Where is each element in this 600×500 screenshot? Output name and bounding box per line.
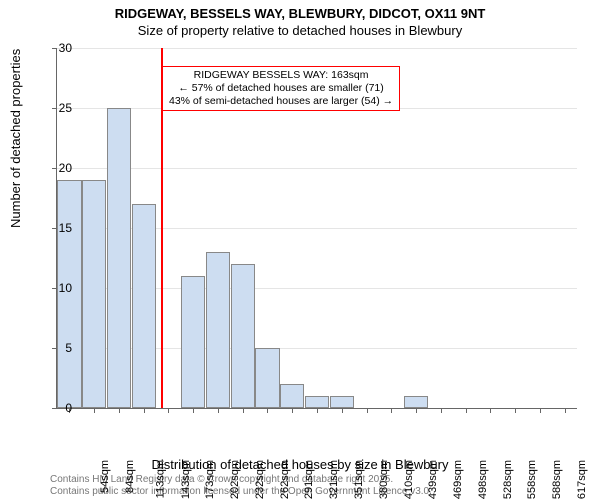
xtick-label: 173sqm: [205, 460, 217, 499]
bar: [255, 348, 279, 408]
xtick-label: 439sqm: [427, 460, 439, 499]
xtick-label: 558sqm: [526, 460, 538, 499]
annotation-box: RIDGEWAY BESSELS WAY: 163sqm← 57% of det…: [162, 66, 400, 111]
xtick-mark: [292, 408, 293, 413]
plot-region: RIDGEWAY BESSELS WAY: 163sqm← 57% of det…: [56, 48, 577, 409]
gridline: [57, 48, 577, 49]
ytick-label: 15: [42, 221, 72, 235]
xtick-label: 469sqm: [452, 460, 464, 499]
xtick-label: 143sqm: [180, 460, 192, 499]
annotation-line-1: RIDGEWAY BESSELS WAY: 163sqm: [169, 69, 393, 82]
xtick-mark: [317, 408, 318, 413]
xtick-mark: [267, 408, 268, 413]
xtick-label: 202sqm: [229, 460, 241, 499]
bar: [280, 384, 304, 408]
xtick-mark: [94, 408, 95, 413]
bar: [231, 264, 255, 408]
xtick-mark: [218, 408, 219, 413]
xtick-label: 113sqm: [154, 460, 166, 498]
xtick-mark: [490, 408, 491, 413]
chart-container: RIDGEWAY, BESSELS WAY, BLEWBURY, DIDCOT,…: [0, 0, 600, 500]
ytick-label: 25: [42, 101, 72, 115]
annotation-line-2: ← 57% of detached houses are smaller (71…: [169, 82, 393, 95]
xtick-mark: [342, 408, 343, 413]
xtick-mark: [441, 408, 442, 413]
bar: [404, 396, 428, 408]
xtick-label: 588sqm: [551, 460, 563, 499]
bar: [181, 276, 205, 408]
xtick-mark: [416, 408, 417, 413]
xtick-label: 262sqm: [279, 460, 291, 499]
xtick-mark: [391, 408, 392, 413]
bar: [132, 204, 156, 408]
xtick-label: 617sqm: [576, 460, 588, 499]
xtick-label: 410sqm: [403, 460, 415, 499]
xtick-label: 54sqm: [99, 460, 111, 493]
bar: [206, 252, 230, 408]
xtick-label: 351sqm: [353, 460, 365, 499]
bar: [107, 108, 131, 408]
ytick-label: 30: [42, 41, 72, 55]
chart-area: RIDGEWAY BESSELS WAY: 163sqm← 57% of det…: [56, 48, 576, 408]
xtick-label: 380sqm: [378, 460, 390, 499]
xtick-mark: [515, 408, 516, 413]
chart-subtitle: Size of property relative to detached ho…: [0, 23, 600, 40]
ytick-label: 10: [42, 281, 72, 295]
xtick-mark: [144, 408, 145, 413]
ytick-label: 5: [42, 341, 72, 355]
xtick-mark: [119, 408, 120, 413]
xtick-label: 232sqm: [254, 460, 266, 499]
xtick-label: 321sqm: [328, 460, 340, 499]
xtick-mark: [540, 408, 541, 413]
xtick-mark: [367, 408, 368, 413]
gridline: [57, 168, 577, 169]
xtick-label: 498sqm: [477, 460, 489, 499]
y-axis-label: Number of detached properties: [8, 49, 23, 228]
xtick-label: 528sqm: [502, 460, 514, 499]
bar: [330, 396, 354, 408]
ytick-label: 20: [42, 161, 72, 175]
xtick-mark: [193, 408, 194, 413]
bar: [305, 396, 329, 408]
ytick-label: 0: [42, 401, 72, 415]
annotation-line-3: 43% of semi-detached houses are larger (…: [169, 95, 393, 108]
xtick-mark: [466, 408, 467, 413]
xtick-mark: [168, 408, 169, 413]
bar: [82, 180, 106, 408]
xtick-mark: [243, 408, 244, 413]
xtick-mark: [565, 408, 566, 413]
xtick-label: 84sqm: [124, 460, 136, 493]
xtick-label: 291sqm: [304, 460, 316, 499]
chart-title: RIDGEWAY, BESSELS WAY, BLEWBURY, DIDCOT,…: [0, 0, 600, 23]
